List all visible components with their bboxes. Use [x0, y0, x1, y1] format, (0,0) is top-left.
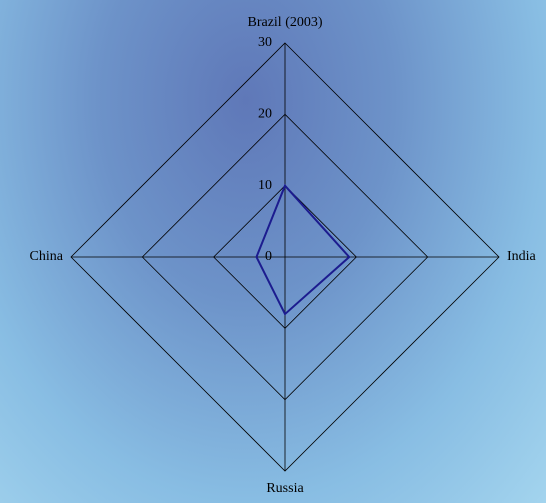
category-label: China: [30, 249, 64, 264]
category-label: India: [507, 249, 537, 264]
series-line: [255, 183, 351, 316]
category-label: Russia: [266, 481, 304, 496]
tick-label: 20: [258, 107, 272, 122]
tick-label: 30: [258, 35, 272, 50]
tick-label: 10: [258, 178, 272, 193]
category-label: Brazil (2003): [247, 15, 322, 30]
